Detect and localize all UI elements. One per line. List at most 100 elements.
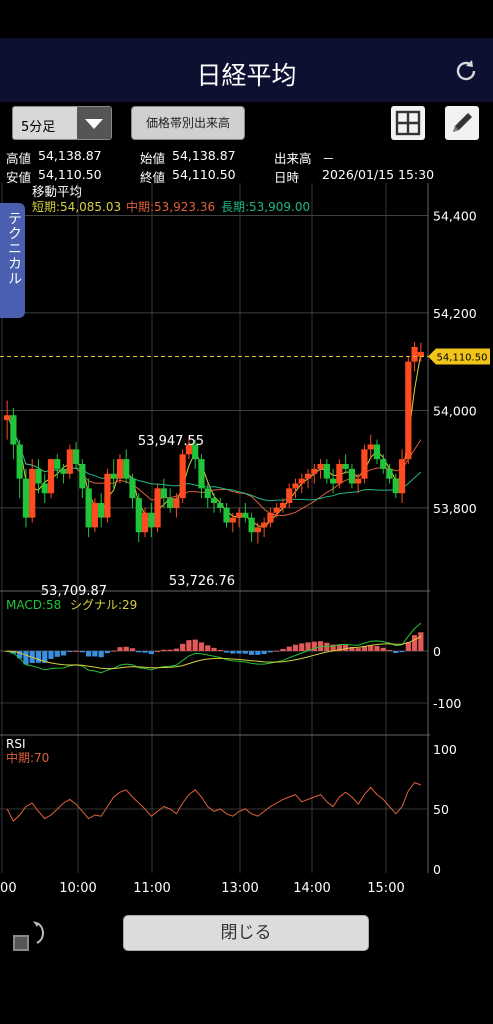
macd-histogram-bar <box>180 643 186 651</box>
macd-histogram-bar <box>230 651 236 654</box>
candle-body <box>116 459 124 479</box>
rsi-tick-label: 0 <box>433 862 441 877</box>
open-label: 始値 <box>140 151 166 166</box>
candle-body <box>10 415 17 445</box>
macd-histogram-bar <box>311 641 317 651</box>
candle-body <box>60 468 67 474</box>
draw-button[interactable] <box>445 106 479 140</box>
page-title: 日経平均 <box>196 61 297 90</box>
macd-histogram-bar <box>324 642 330 651</box>
candle-body <box>248 517 255 533</box>
y-tick-label: 53,800 <box>433 501 477 516</box>
macd-histogram-bar <box>267 651 274 653</box>
volume-by-price-button[interactable]: 価格帯別出来高 <box>131 106 245 140</box>
price-chart[interactable]: 54,400 54,200 54,000 53,800 9:00 10:00 11:00 13… <box>0 183 493 895</box>
candle-body <box>110 473 117 479</box>
macd-histogram-bar <box>192 639 198 651</box>
macd-histogram-bar <box>142 651 148 653</box>
macd-histogram-bar <box>198 642 205 651</box>
candle-body <box>185 444 193 455</box>
macd-histogram-bar <box>255 651 261 655</box>
macd-histogram-bar <box>148 651 154 655</box>
macd-histogram-bar <box>104 651 111 654</box>
technical-tab[interactable]: テクニカル <box>0 203 25 318</box>
macd-histogram-bar <box>386 650 393 652</box>
candle-body <box>198 459 205 489</box>
interval-select[interactable]: 5分足 <box>12 106 112 140</box>
refresh-icon[interactable] <box>453 58 479 84</box>
rsi-tick-label: 50 <box>433 802 449 817</box>
candle-body <box>204 488 211 499</box>
high-label: 高値 <box>6 151 32 166</box>
macd-histogram-bar <box>86 651 92 657</box>
macd-histogram-bar <box>418 632 424 651</box>
macd-histogram-bar <box>286 646 292 651</box>
open-value: 54,138.87 <box>172 148 236 163</box>
candle-body <box>411 347 418 362</box>
signal-line <box>7 636 422 670</box>
candle-body <box>91 503 98 528</box>
macd-tick-label: 0 <box>433 644 441 659</box>
rsi-line <box>6 781 422 822</box>
macd-histogram-bar <box>299 643 305 651</box>
macd-histogram-bar <box>186 640 192 651</box>
rsi-tick-label: 100 <box>433 742 457 757</box>
macd-histogram-bar <box>393 651 399 654</box>
macd-label: MACD:58 <box>6 598 61 612</box>
rotate-screen-icon[interactable] <box>11 917 47 953</box>
macd-histogram-bar <box>249 651 255 655</box>
candle-body <box>123 459 130 479</box>
layout-grid-button[interactable] <box>391 106 425 140</box>
ma-short-label: 短期:54,085.03 <box>32 200 121 214</box>
candle-body <box>336 464 343 484</box>
macd-histogram-bar <box>374 645 380 651</box>
macd-histogram-bar <box>280 649 286 651</box>
macd-histogram-bar <box>35 651 42 663</box>
last-price-badge <box>428 348 490 365</box>
interval-value: 5分足 <box>21 120 56 135</box>
candle-body <box>135 498 142 533</box>
candle-body <box>4 415 11 421</box>
candle-body <box>85 488 92 528</box>
close-button[interactable]: 閉じる <box>123 915 369 951</box>
header: 日経平均 <box>0 38 493 102</box>
candle-body <box>35 468 42 484</box>
candle-body <box>292 483 299 489</box>
macd-histogram-bar <box>361 646 368 651</box>
candle-body <box>254 527 261 533</box>
candle-body <box>154 488 161 528</box>
last-price-label: 54,110.50 <box>437 353 488 364</box>
macd-histogram-bar <box>217 649 223 651</box>
macd-histogram-bar <box>380 647 386 651</box>
macd-histogram-bar <box>223 651 230 653</box>
y-tick-label: 54,200 <box>433 306 477 321</box>
macd-histogram-bar <box>117 647 123 651</box>
candle-body <box>298 478 305 484</box>
candle-body <box>304 473 312 479</box>
macd-histogram-bar <box>48 651 54 659</box>
candle-body <box>16 444 23 479</box>
macd-histogram-bar <box>136 651 142 653</box>
x-tick-label: 13:00 <box>221 881 258 895</box>
candle-body <box>192 444 199 460</box>
macd-histogram-bar <box>274 650 280 652</box>
rsi-mid-label: 中期:70 <box>6 750 49 765</box>
candle-body <box>98 503 105 518</box>
macd-histogram-bar <box>305 642 311 651</box>
macd-histogram-bar <box>411 635 418 651</box>
candle-body <box>41 483 48 494</box>
candle-body <box>361 449 368 479</box>
x-tick-label: 14:00 <box>293 881 330 895</box>
macd-histogram-bar <box>60 651 67 656</box>
macd-histogram-bar <box>368 645 374 651</box>
macd-histogram-bar <box>73 650 79 652</box>
candle-body <box>141 512 149 533</box>
candle-body <box>104 473 111 518</box>
grid-icon <box>395 110 421 136</box>
candle-body <box>47 459 55 494</box>
candle-body <box>242 512 249 518</box>
high-value: 54,138.87 <box>38 148 102 163</box>
x-tick-label: 9:00 <box>0 881 17 895</box>
y-tick-label: 54,400 <box>433 208 477 223</box>
macd-histogram-bar <box>154 650 161 652</box>
